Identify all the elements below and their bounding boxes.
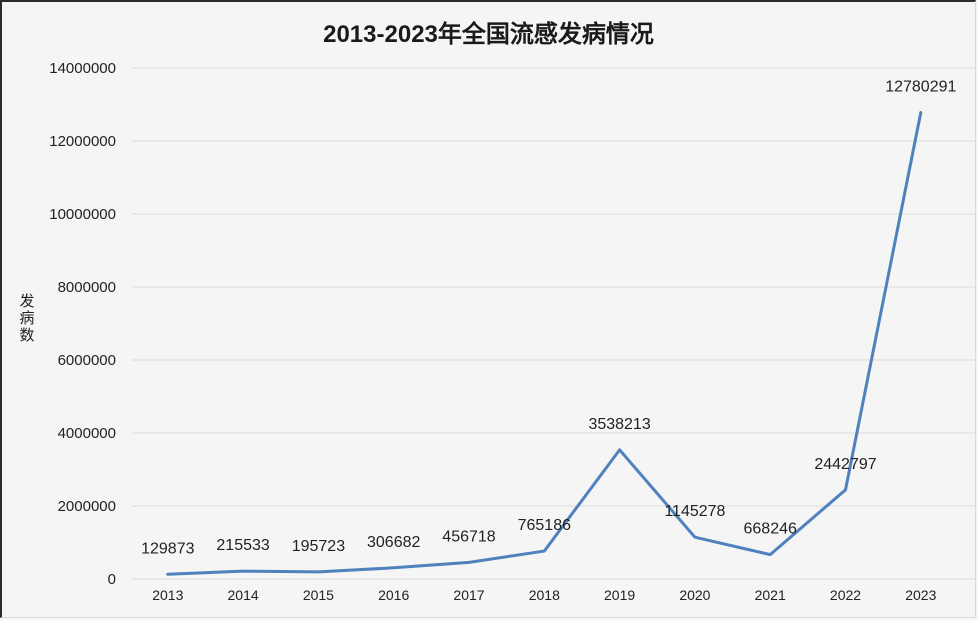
svg-text:8000000: 8000000 <box>58 279 116 296</box>
svg-text:6000000: 6000000 <box>58 352 116 369</box>
svg-text:12000000: 12000000 <box>49 133 116 150</box>
svg-text:668246: 668246 <box>744 521 797 538</box>
svg-text:2015: 2015 <box>303 587 334 603</box>
svg-text:2019: 2019 <box>604 587 635 603</box>
svg-text:765186: 765186 <box>518 517 571 534</box>
svg-text:10000000: 10000000 <box>49 206 116 223</box>
svg-text:12780291: 12780291 <box>885 79 956 96</box>
svg-text:病: 病 <box>19 310 34 327</box>
svg-text:2013: 2013 <box>152 587 183 603</box>
svg-text:2016: 2016 <box>378 587 409 603</box>
svg-text:2017: 2017 <box>453 587 484 603</box>
svg-text:2014: 2014 <box>228 587 259 603</box>
svg-text:2020: 2020 <box>679 587 710 603</box>
svg-text:4000000: 4000000 <box>58 425 116 442</box>
svg-text:2442797: 2442797 <box>814 456 876 473</box>
svg-text:0: 0 <box>108 571 116 588</box>
svg-text:14000000: 14000000 <box>49 60 116 77</box>
svg-text:2018: 2018 <box>529 587 560 603</box>
svg-text:3538213: 3538213 <box>588 416 650 433</box>
svg-text:129873: 129873 <box>141 540 194 557</box>
svg-text:2022: 2022 <box>830 587 861 603</box>
svg-text:1145278: 1145278 <box>664 503 725 520</box>
svg-text:215533: 215533 <box>216 537 269 554</box>
svg-text:306682: 306682 <box>367 534 420 551</box>
svg-text:195723: 195723 <box>292 538 345 555</box>
svg-text:2021: 2021 <box>755 587 786 603</box>
svg-text:456718: 456718 <box>442 528 495 545</box>
svg-text:2000000: 2000000 <box>58 498 116 515</box>
svg-text:2023: 2023 <box>905 587 936 603</box>
svg-text:数: 数 <box>19 327 34 344</box>
svg-text:发: 发 <box>19 293 34 310</box>
